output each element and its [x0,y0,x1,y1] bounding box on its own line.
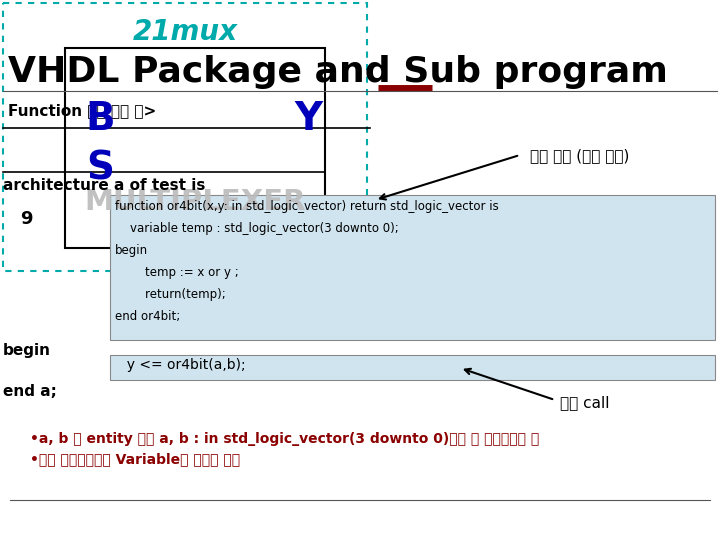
Text: architecture a of test is: architecture a of test is [3,178,205,193]
Text: begin: begin [3,343,51,358]
Text: y <= or4bit(a,b);: y <= or4bit(a,b); [118,358,246,372]
Text: return(temp);: return(temp); [115,288,226,301]
Text: 9: 9 [20,210,32,228]
Text: function or4bit(x,y: in std_logic_vector) return std_logic_vector is: function or4bit(x,y: in std_logic_vector… [115,200,499,213]
Bar [110,195,715,340]
Text: S: S [86,150,114,188]
Text: end or4bit;: end or4bit; [115,310,180,323]
Text: Y: Y [294,100,322,138]
Text: 함수 선언 (몸체 형식): 함수 선언 (몸체 형식) [530,148,629,163]
Text: 함수 call: 함수 call [560,395,610,410]
Text: 21mux: 21mux [132,18,238,46]
Bar [110,355,715,380]
Bar [65,48,325,248]
Text: VHDL Package and Sub program: VHDL Package and Sub program [8,55,668,89]
Text: Function 선언 형식 예>: Function 선언 형식 예> [8,103,156,118]
Text: B: B [85,100,114,138]
Text: MULTIPLEXER: MULTIPLEXER [84,188,306,216]
Text: end a;: end a; [3,384,57,399]
Text: •함수 선언문에서는 Variable만 선언이 가능: •함수 선언문에서는 Variable만 선언이 가능 [30,452,240,466]
Text: begin: begin [115,244,148,257]
Text: variable temp : std_logic_vector(3 downto 0);: variable temp : std_logic_vector(3 downt… [115,222,399,235]
Text: •a, b 는 entity 에서 a, b : in std_logic_vector(3 downto 0)으로 기 지정되어야 함: •a, b 는 entity 에서 a, b : in std_logic_ve… [30,432,539,446]
Bar [3,3,367,271]
Text: temp := x or y ;: temp := x or y ; [115,266,239,279]
